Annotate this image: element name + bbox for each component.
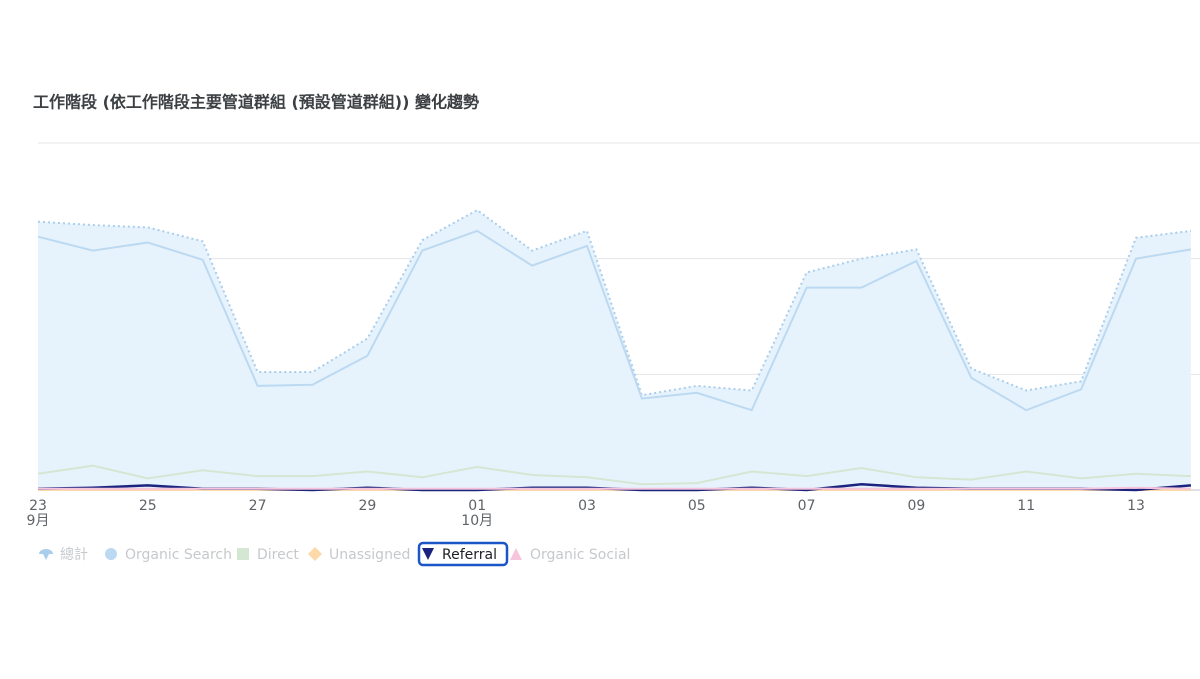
x-tick-label: 09 <box>907 498 925 514</box>
legend-icon <box>510 548 522 560</box>
legend-label: Unassigned <box>329 547 410 563</box>
x-tick-label: 29 <box>358 498 376 514</box>
legend-icon <box>422 548 434 560</box>
legend-icon <box>105 548 117 560</box>
x-month-label: 10月 <box>461 513 493 529</box>
legend-icon <box>237 548 249 560</box>
x-tick-label: 07 <box>798 498 816 514</box>
chart-title: 工作階段 (依工作階段主要管道群組 (預設管道群組)) 變化趨勢 <box>33 93 479 112</box>
x-month-label: 9月 <box>27 513 50 529</box>
legend-label: Organic Social <box>530 547 630 563</box>
legend-item[interactable]: Direct <box>237 547 299 563</box>
x-tick-label: 01 <box>468 498 486 514</box>
line <box>37 208 1192 397</box>
legend-item[interactable]: Organic Social <box>510 547 630 563</box>
legend-label: Referral <box>442 547 497 563</box>
line <box>37 464 1191 486</box>
area <box>38 210 1191 490</box>
legend-label: 總計 <box>60 546 88 563</box>
line <box>37 229 1192 412</box>
x-tick-label: 13 <box>1127 498 1145 514</box>
legend-label: Organic Search <box>125 547 232 563</box>
legend-item[interactable]: Organic Search <box>105 547 232 563</box>
x-tick-label: 03 <box>578 498 596 514</box>
legend-icon <box>39 549 53 560</box>
x-tick-label: 23 <box>29 498 47 514</box>
legend-icon <box>308 547 322 561</box>
legend-item[interactable]: 總計 <box>39 546 88 563</box>
line <box>38 486 1191 490</box>
legend-item[interactable]: Unassigned <box>308 547 410 563</box>
x-tick-label: 25 <box>139 498 157 514</box>
legend-item[interactable]: Referral <box>417 541 509 567</box>
legend-label: Direct <box>257 547 299 563</box>
x-tick-label: 05 <box>688 498 706 514</box>
x-tick-label: 11 <box>1017 498 1035 514</box>
legend-highlight <box>417 541 509 567</box>
x-tick-label: 27 <box>249 498 267 514</box>
